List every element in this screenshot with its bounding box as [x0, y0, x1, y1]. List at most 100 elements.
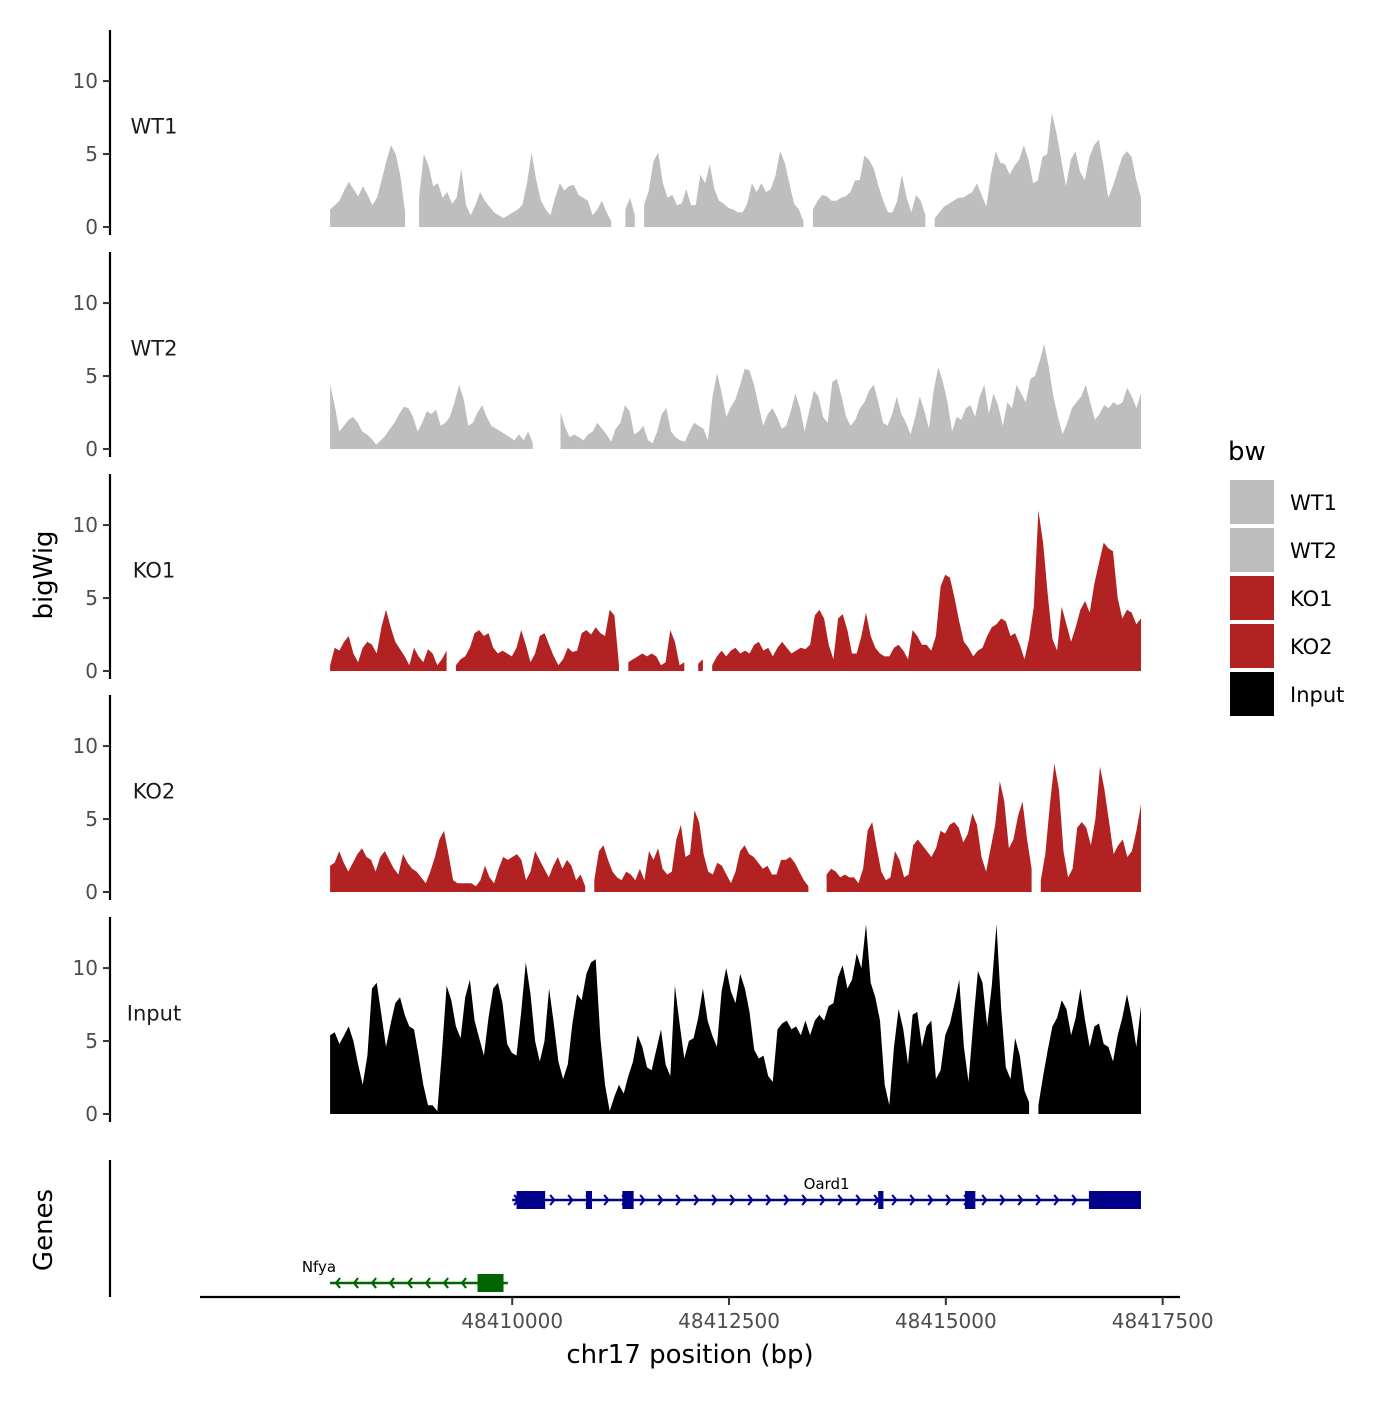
coverage-area — [455, 609, 619, 671]
strand-chevron — [855, 1194, 862, 1206]
legend-swatch — [1230, 624, 1274, 668]
coverage-area — [330, 924, 1030, 1114]
track-wt1: 0 5 10 WT1 — [73, 30, 1141, 239]
y-tick-label: 0 — [85, 1102, 98, 1126]
gene-oard1: Oard1 — [512, 1175, 1141, 1209]
x-axis: 48410000 48412500 48415000 48417500 — [200, 1295, 1214, 1333]
strand-chevron — [1035, 1194, 1042, 1206]
coverage-area — [560, 343, 1141, 449]
strand-chevron — [370, 1277, 377, 1289]
coverage-area — [1038, 988, 1141, 1114]
coverage-area — [644, 151, 804, 227]
track-label: WT2 — [131, 337, 178, 361]
strand-chevron — [549, 1194, 556, 1206]
coverage-area — [934, 113, 1141, 227]
coverage-area — [594, 810, 809, 892]
strand-chevron — [783, 1194, 790, 1206]
strand-chevron — [657, 1194, 664, 1206]
x-tick-label: 48410000 — [461, 1309, 563, 1333]
legend-swatch — [1230, 576, 1274, 620]
track-label: KO2 — [133, 780, 176, 804]
y-tick-label: 5 — [85, 807, 98, 831]
coverage-area — [330, 609, 447, 671]
x-tick-label: 48412500 — [678, 1309, 780, 1333]
y-tick-label: 10 — [73, 734, 98, 758]
strand-chevron — [711, 1194, 718, 1206]
y-tick-label: 5 — [85, 142, 98, 166]
strand-chevron — [909, 1194, 916, 1206]
y-axis-title-genes: Genes — [29, 1189, 59, 1271]
y-axis-title-bigwig: bigWig — [29, 530, 59, 619]
legend-label: Input — [1290, 683, 1344, 707]
gene-exon — [622, 1191, 634, 1209]
strand-chevron — [837, 1194, 844, 1206]
legend-entry-wt2: WT2 — [1230, 528, 1337, 572]
strand-chevron — [765, 1194, 772, 1206]
y-tick-label: 10 — [73, 956, 98, 980]
coverage-area — [698, 659, 703, 671]
strand-chevron — [819, 1194, 826, 1206]
gene-exon — [1088, 1191, 1141, 1209]
track-wt2: 0 5 10 WT2 — [73, 252, 1141, 461]
tracks-layer: 0 5 10 WT1 0 5 10 WT2 0 5 10 KO1 0 5 10 KO2 0 5 10 Input — [73, 30, 1141, 1126]
coverage-area — [628, 630, 685, 671]
track-ko2: 0 5 10 KO2 — [73, 695, 1141, 904]
legend-entry-wt1: WT1 — [1230, 480, 1337, 524]
strand-chevron — [693, 1194, 700, 1206]
coverage-area — [712, 510, 1141, 671]
strand-chevron — [729, 1194, 736, 1206]
gene-exon — [516, 1191, 546, 1209]
gene-name-label: Nfya — [302, 1258, 336, 1276]
strand-chevron — [981, 1194, 988, 1206]
y-tick-label: 5 — [85, 364, 98, 388]
legend-entry-ko1: KO1 — [1230, 576, 1333, 620]
coverage-area — [330, 145, 406, 227]
gene-exon — [964, 1191, 976, 1209]
y-tick-label: 0 — [85, 659, 98, 683]
x-tick-label: 48415000 — [895, 1309, 997, 1333]
genes-layer: Oard1 Nfya — [108, 1160, 1141, 1297]
y-tick-label: 0 — [85, 880, 98, 904]
coverage-area — [826, 781, 1032, 892]
y-tick-label: 10 — [73, 69, 98, 93]
strand-chevron — [639, 1194, 646, 1206]
strand-chevron — [406, 1277, 413, 1289]
coverage-area — [1040, 763, 1141, 892]
strand-chevron — [747, 1194, 754, 1206]
strand-chevron — [460, 1277, 467, 1289]
strand-chevron — [334, 1277, 341, 1289]
strand-chevron — [424, 1277, 431, 1289]
legend-label: KO1 — [1290, 587, 1333, 611]
gene-exon — [878, 1191, 884, 1209]
y-tick-label: 0 — [85, 437, 98, 461]
y-tick-label: 10 — [73, 513, 98, 537]
strand-chevron — [567, 1194, 574, 1206]
legend-entry-input: Input — [1230, 672, 1344, 716]
gene-exon — [477, 1274, 504, 1292]
legend-label: KO2 — [1290, 635, 1333, 659]
y-tick-label: 5 — [85, 586, 98, 610]
gene-name-label: Oard1 — [804, 1175, 850, 1193]
legend-swatch — [1230, 528, 1274, 572]
track-input: 0 5 10 Input — [73, 917, 1141, 1126]
strand-chevron — [675, 1194, 682, 1206]
gene-exon — [585, 1191, 592, 1209]
x-axis-title: chr17 position (bp) — [566, 1340, 813, 1370]
track-label: Input — [127, 1002, 181, 1026]
legend-entry-ko2: KO2 — [1230, 624, 1333, 668]
coverage-area — [330, 830, 586, 892]
legend-swatch — [1230, 480, 1274, 524]
strand-chevron — [999, 1194, 1006, 1206]
strand-chevron — [388, 1277, 395, 1289]
strand-chevron — [945, 1194, 952, 1206]
strand-chevron — [442, 1277, 449, 1289]
strand-chevron — [603, 1194, 610, 1206]
legend: bw WT1 WT2 KO1 KO2 Input — [1228, 437, 1344, 716]
strand-chevron — [927, 1194, 934, 1206]
x-tick-label: 48417500 — [1112, 1309, 1214, 1333]
y-tick-label: 5 — [85, 1029, 98, 1053]
strand-chevron — [801, 1194, 808, 1206]
strand-chevron — [1071, 1194, 1078, 1206]
